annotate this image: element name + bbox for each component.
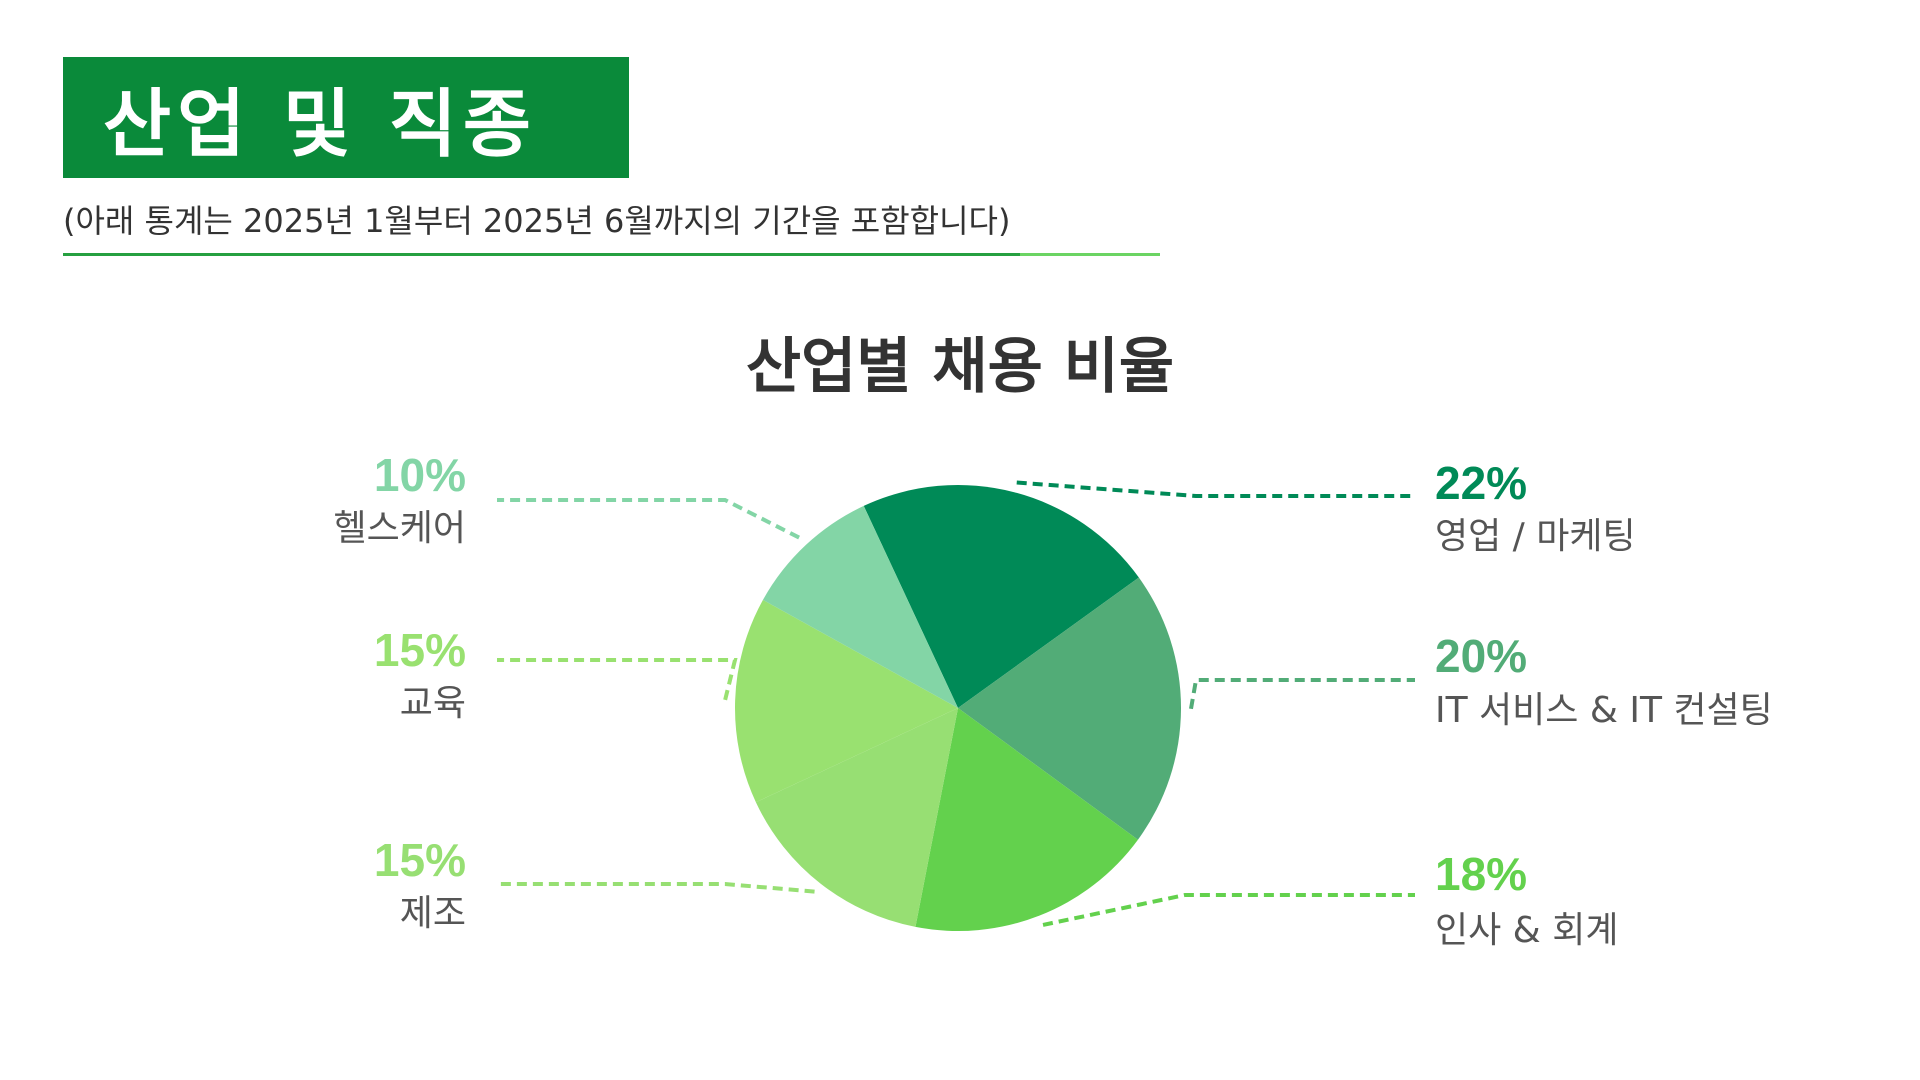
pie-slice	[958, 577, 1182, 840]
callout-line	[1042, 893, 1415, 927]
slice-percent-label: 15%	[374, 834, 466, 886]
chart-title: 산업별 채용 비율	[745, 332, 1175, 402]
subtitle-rule-light	[1020, 253, 1160, 256]
subtitle-rule-dark	[63, 253, 1020, 256]
callout-line	[1189, 678, 1415, 710]
pie-slice	[762, 505, 958, 708]
page-title: 산업 및 직종	[103, 81, 537, 167]
page-subtitle: (아래 통계는 2025년 1월부터 2025년 6월까지의 기간을 포함합니다…	[63, 202, 1011, 240]
callout-line	[497, 658, 738, 701]
pie-slice	[734, 599, 958, 803]
callout-line	[497, 882, 815, 894]
callout-line	[497, 498, 800, 540]
title-banner: 산업 및 직종	[63, 57, 629, 178]
pie-slice	[863, 485, 1139, 708]
slice-category-label: IT 서비스 & IT 컨설팅	[1435, 690, 1773, 731]
slice-percent-label: 18%	[1435, 848, 1527, 900]
slice-category-label: 교육	[400, 683, 466, 724]
pie-slice	[915, 708, 1138, 931]
slice-percent-label: 22%	[1435, 457, 1527, 509]
slice-percent-label: 15%	[374, 624, 466, 676]
slice-percent-label: 10%	[374, 449, 466, 501]
slice-category-label: 헬스케어	[334, 508, 466, 549]
slice-percent-label: 20%	[1435, 630, 1527, 682]
callout-line	[1016, 480, 1415, 498]
slice-category-label: 영업 / 마케팅	[1435, 516, 1636, 557]
slice-category-label: 인사 & 회계	[1435, 910, 1618, 951]
pie-slice	[755, 708, 958, 927]
slice-category-label: 제조	[400, 893, 466, 934]
